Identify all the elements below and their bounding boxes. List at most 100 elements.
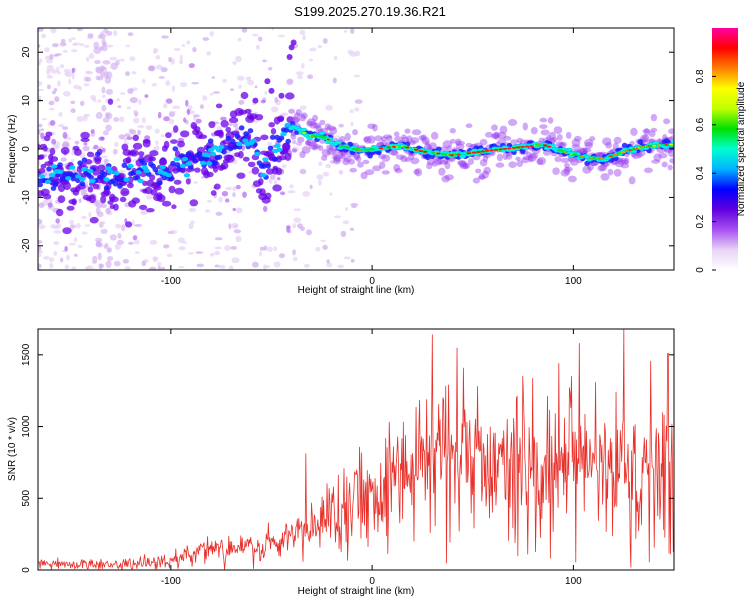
spectrogram-blob bbox=[77, 160, 83, 166]
spectrogram-blob bbox=[503, 135, 512, 141]
spectrogram-blob bbox=[277, 115, 285, 122]
spectrogram-blob bbox=[161, 200, 172, 207]
spectrogram-blob bbox=[395, 154, 405, 160]
spectrogram-blob bbox=[322, 244, 328, 250]
spectrogram-blob bbox=[144, 135, 151, 140]
spectrogram-blob bbox=[78, 86, 82, 91]
spectrogram-blob bbox=[280, 131, 287, 137]
spectrogram-blob bbox=[215, 103, 223, 109]
spectrogram-blob bbox=[247, 79, 255, 86]
spectrogram-blob bbox=[133, 239, 140, 245]
spectrogram-blob bbox=[326, 259, 330, 264]
spectrogram-blob bbox=[107, 98, 114, 105]
spectrogram-blob bbox=[563, 151, 567, 153]
spectrogram-blob bbox=[309, 121, 318, 129]
spectrogram-blob bbox=[54, 96, 60, 103]
spectrogram-blob bbox=[602, 137, 612, 146]
spectrogram-blob bbox=[38, 44, 41, 48]
spectrogram-blob bbox=[507, 119, 518, 126]
spectrogram-blob bbox=[102, 130, 109, 136]
spectrogram-blob bbox=[548, 131, 556, 140]
spectrogram-blob bbox=[325, 104, 333, 111]
spectrogram-blob bbox=[661, 161, 668, 168]
spectrogram-blob bbox=[225, 126, 231, 133]
spectrogram-blob bbox=[181, 156, 189, 162]
spectrogram-blob bbox=[50, 28, 57, 34]
spectrogram-blob bbox=[157, 266, 162, 270]
spectrogram-blob bbox=[255, 44, 260, 50]
spectrogram-blob bbox=[245, 76, 252, 81]
spectrogram-blob bbox=[69, 165, 76, 170]
spectrogram-blob bbox=[70, 158, 75, 163]
spectrogram-blob bbox=[38, 28, 44, 32]
spectrogram-blob bbox=[211, 76, 216, 79]
spectrogram-blob bbox=[211, 145, 219, 150]
colorbar-tick-label: 0.4 bbox=[695, 166, 706, 180]
spectrogram-blob bbox=[38, 123, 43, 128]
spectrogram-blob bbox=[284, 152, 292, 161]
spectrogram-blob bbox=[212, 160, 218, 166]
spectrogram-blob bbox=[160, 134, 165, 138]
spectrogram-blob bbox=[600, 173, 610, 181]
spectrogram-blob bbox=[83, 142, 88, 146]
spectrogram-blob bbox=[354, 50, 361, 57]
spectrogram-blob bbox=[119, 177, 125, 183]
spectrogram-blob bbox=[145, 194, 153, 200]
spectrogram-blob bbox=[199, 156, 205, 162]
spectrogram-blob bbox=[178, 246, 186, 251]
spectrogram-blob bbox=[75, 223, 81, 229]
spectrogram-blob bbox=[185, 99, 189, 107]
spectrogram-blob bbox=[103, 158, 109, 164]
spectrogram-blob bbox=[670, 135, 674, 141]
spectrogram-blob bbox=[38, 182, 43, 188]
spectrogram-blob bbox=[86, 151, 95, 158]
spectrogram-blob bbox=[180, 82, 188, 88]
spectrogram-blob bbox=[368, 148, 375, 151]
spectrogram-blob bbox=[93, 144, 99, 150]
spectrogram-blob bbox=[142, 180, 148, 186]
spectrogram-blob bbox=[107, 169, 114, 174]
spectrogram-blob bbox=[568, 156, 577, 163]
spectrogram-blob bbox=[420, 134, 427, 142]
spectrogram-blob bbox=[118, 116, 125, 123]
spectrogram-blob bbox=[520, 148, 526, 154]
spectrogram-blob bbox=[125, 221, 133, 228]
spectrogram-blob bbox=[232, 61, 237, 65]
spectrogram-blob bbox=[357, 161, 364, 168]
spectrogram-blob bbox=[281, 142, 291, 151]
spectrogram-blob bbox=[48, 54, 54, 61]
spectrogram-blob bbox=[199, 160, 207, 166]
spectrogram-blob bbox=[231, 222, 239, 229]
spectrogram-blob bbox=[220, 162, 229, 170]
spectrogram-blob bbox=[414, 148, 419, 151]
snr-x-title: Height of straight line (km) bbox=[298, 586, 415, 597]
spectrogram-blob bbox=[260, 99, 266, 104]
spectrogram-blob bbox=[207, 147, 215, 153]
spectrogram-blob bbox=[141, 161, 148, 167]
spectrogram-blob bbox=[321, 155, 328, 161]
spectrogram-blob bbox=[38, 240, 43, 244]
spectrogram-blob bbox=[117, 105, 122, 108]
spectrogram-blob bbox=[81, 215, 87, 220]
spectrogram-blob bbox=[177, 140, 186, 148]
spectrogram-blob bbox=[324, 123, 331, 131]
spectrogram-blob bbox=[95, 207, 101, 215]
spectrogram-blob bbox=[56, 169, 64, 174]
spectrogram-blob bbox=[306, 120, 314, 127]
spectrogram-blob bbox=[81, 166, 88, 172]
spectrogram-blob bbox=[79, 43, 85, 47]
spectrogram-blob bbox=[286, 79, 294, 85]
spectrogram-blob bbox=[325, 163, 332, 169]
spectrogram-blob bbox=[166, 253, 173, 258]
spectrogram-blob bbox=[206, 171, 214, 178]
spectrogram-blob bbox=[38, 263, 42, 269]
spectrogram-blob bbox=[235, 207, 243, 214]
spectrogram-blob bbox=[564, 166, 573, 172]
spectrogram-blob bbox=[342, 220, 350, 225]
spectrogram-blob bbox=[309, 184, 313, 189]
spectrogram-blob bbox=[163, 116, 170, 122]
spectrogram-blob bbox=[53, 230, 62, 234]
spectrogram-blob bbox=[404, 128, 411, 134]
spectrogram-blob bbox=[308, 141, 318, 150]
spectrogram-blob bbox=[499, 125, 508, 134]
